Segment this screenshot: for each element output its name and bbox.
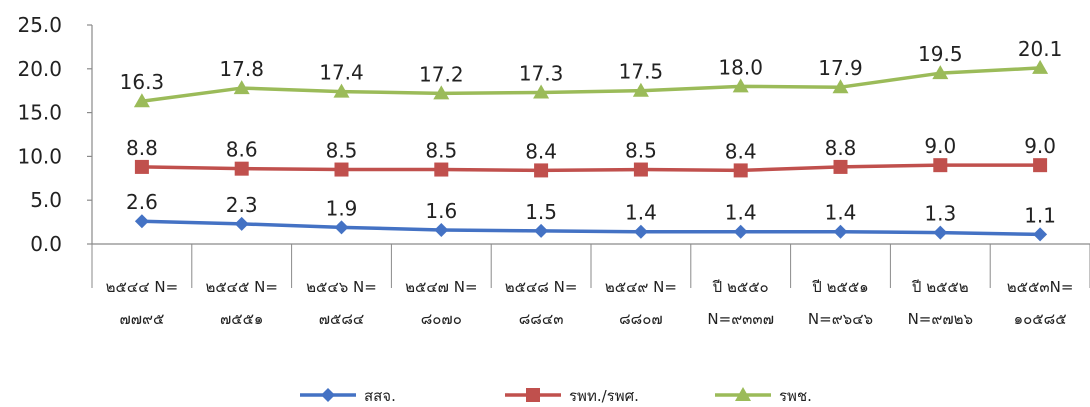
- legend-label: สสจ.: [364, 387, 396, 405]
- data-point: [832, 79, 849, 94]
- data-label: 17.9: [818, 56, 863, 80]
- x-tick-label: ๒๕๔๔ N=๗๗๙๕: [106, 278, 179, 328]
- data-point: [533, 84, 550, 99]
- data-point: [633, 162, 648, 177]
- series-group: [133, 59, 1049, 242]
- data-label: 1.3: [924, 202, 956, 226]
- data-label: 16.3: [120, 70, 165, 94]
- legend-marker: [526, 388, 540, 402]
- data-point: [534, 223, 549, 238]
- x-tick-label: ๒๕๔๘ N=๘๘๔๓: [505, 278, 578, 328]
- data-label: 20.1: [1018, 37, 1063, 61]
- data-label: 1.6: [425, 199, 457, 223]
- y-tick-label: 25.0: [17, 13, 62, 37]
- data-point: [633, 224, 648, 239]
- data-point: [434, 162, 449, 177]
- data-label: 9.0: [924, 134, 956, 158]
- x-tick-label: ปี ๒๕๕๒ N=๙๗๒๖: [908, 278, 973, 328]
- legend-label: รพช.: [779, 387, 812, 405]
- data-label: 8.4: [725, 139, 757, 163]
- data-label: 17.8: [219, 57, 264, 81]
- data-label: 1.4: [725, 201, 757, 225]
- data-label: 8.5: [425, 139, 457, 163]
- data-point: [133, 93, 150, 108]
- y-tick-label: 0.0: [30, 232, 62, 256]
- data-point: [632, 82, 649, 97]
- y-axis: 0.0 5.0 10.0 15.0 20.0 25.0: [17, 13, 93, 256]
- y-tick-label: 10.0: [17, 144, 62, 168]
- data-point: [233, 80, 250, 95]
- legend-marker: [735, 387, 751, 401]
- x-tick-label: ๒๕๔๗ N=๘๐๗๐: [405, 278, 477, 328]
- data-label: 8.8: [825, 136, 857, 160]
- data-label: 8.4: [525, 139, 557, 163]
- series-line: [141, 66, 1041, 103]
- data-label: 8.5: [326, 139, 358, 163]
- data-point: [932, 65, 949, 80]
- x-axis: ๒๕๔๔ N=๗๗๙๕ ๒๕๔๕ N=๗๕๕๑ ๒๕๔๖ N=๗๕๘๔ ๒๕๔๗ N=…: [91, 243, 1090, 328]
- data-point: [833, 224, 848, 239]
- data-label: 17.5: [619, 60, 664, 84]
- legend: สสจ. รพท./รพศ. รพช.: [300, 387, 812, 405]
- data-label: 8.5: [625, 139, 657, 163]
- data-point: [1033, 227, 1048, 242]
- data-label: 17.2: [419, 62, 464, 86]
- data-point: [134, 214, 149, 229]
- data-point: [833, 159, 848, 174]
- data-label: 19.5: [918, 42, 963, 66]
- data-labels: 2.6 2.3 1.9 1.6 1.5 1.4 1.4 1.4 1.3 1.1 8.8 8.6 8.5 8…: [120, 37, 1063, 227]
- data-point: [933, 158, 948, 173]
- data-point: [434, 222, 449, 237]
- x-tick-label: ๒๕๔๙ N=๘๘๐๗: [605, 278, 677, 328]
- data-label: 1.1: [1024, 203, 1056, 227]
- y-tick-label: 5.0: [30, 188, 62, 212]
- data-point: [334, 220, 349, 235]
- data-label: 1.4: [825, 201, 857, 225]
- data-point: [234, 161, 249, 176]
- legend-marker: [321, 388, 335, 402]
- data-point: [234, 216, 249, 231]
- series-line: [141, 219, 1041, 237]
- data-label: 9.0: [1024, 134, 1056, 158]
- data-label: 17.3: [519, 61, 564, 85]
- x-tick-label: ๒๕๔๕ N=๗๕๕๑: [205, 278, 278, 328]
- x-tick-label: ปี ๒๕๕๑ N=๙๖๔๖: [808, 278, 873, 328]
- x-tick-label: ปี ๒๕๕๐ N=๙๓๓๗: [707, 278, 774, 328]
- legend-item: สสจ.: [300, 387, 396, 405]
- data-point: [534, 163, 549, 178]
- data-label: 17.4: [319, 61, 364, 85]
- data-label: 1.4: [625, 201, 657, 225]
- data-point: [333, 83, 350, 98]
- data-point: [1032, 59, 1049, 74]
- series-line: [141, 163, 1041, 173]
- y-tick-label: 20.0: [17, 57, 62, 81]
- data-label: 18.0: [718, 55, 763, 79]
- legend-item: รพช.: [715, 387, 812, 405]
- data-label: 8.8: [126, 136, 158, 160]
- data-point: [134, 159, 149, 174]
- legend-label: รพท./รพศ.: [569, 387, 639, 405]
- series-1: [134, 214, 1048, 242]
- legend-item: รพท./รพศ.: [505, 387, 639, 405]
- series-2: [134, 158, 1048, 178]
- series-3: [133, 59, 1049, 108]
- data-label: 1.5: [525, 200, 557, 224]
- data-label: 8.6: [226, 138, 258, 162]
- data-label: 1.9: [326, 196, 358, 220]
- data-point: [933, 225, 948, 240]
- data-point: [1033, 158, 1048, 173]
- data-label: 2.6: [126, 190, 158, 214]
- data-point: [732, 78, 749, 93]
- data-point: [433, 85, 450, 100]
- data-point: [334, 162, 349, 177]
- x-tick-label: ๒๕๔๖ N=๗๕๘๔: [306, 278, 377, 328]
- data-label: 2.3: [226, 193, 258, 217]
- data-point: [733, 163, 748, 178]
- x-tick-label: ๒๕๕๓N=๑๐๕๘๕: [1007, 278, 1074, 328]
- y-tick-label: 15.0: [17, 101, 62, 125]
- data-point: [733, 224, 748, 239]
